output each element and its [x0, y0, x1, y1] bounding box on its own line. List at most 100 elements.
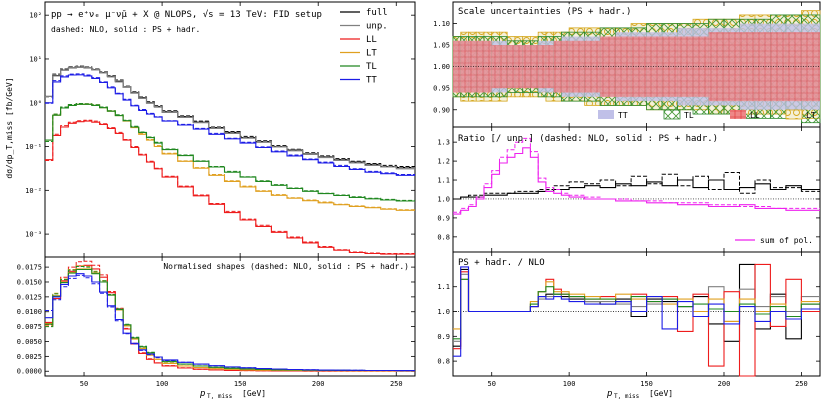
main-title: pp → e⁺νₑ μ⁻ν̄μ + X @ NLOPS, √s = 13 TeV… [51, 9, 322, 20]
band-LL-bin [677, 36, 694, 97]
band-LL-bin [754, 32, 771, 102]
ratio-title: Ratio [/ unp.] (dashed: NLO, solid : PS … [458, 134, 718, 144]
legend-label-LT: LT [806, 111, 816, 120]
main-y-axis-label: dσ/dp_T,miss [fb/GeV] [5, 77, 14, 178]
y-tick-label: 10⁰ [29, 99, 42, 107]
main-frame [44, 1, 416, 258]
main-series [45, 65, 415, 255]
y-tick-label: 10⁻¹ [25, 143, 42, 151]
band-LL-bin [468, 40, 477, 93]
y-tick-label: 0.0125 [17, 293, 42, 301]
band-LL-bin [739, 32, 755, 102]
shape-TT-ps [45, 273, 415, 372]
x-tick-label: 100 [156, 380, 169, 388]
legend-label-TL: TL [366, 62, 377, 72]
y-tick-label: 0.9 [437, 214, 450, 222]
scale-x-ticks [491, 2, 802, 127]
legend-label-sum: sum of pol. [760, 236, 813, 245]
y-tick-label: 10¹ [29, 55, 42, 63]
band-LL-bin [584, 40, 601, 93]
legend-swatch-TL [663, 109, 681, 120]
y-tick-label: 1.10 [433, 20, 450, 28]
y-tick-label: 10⁻³ [25, 231, 42, 239]
band-LL-bin [545, 45, 554, 89]
ratio-x-ticks [491, 127, 802, 252]
series-LL-nlo [45, 119, 415, 254]
y-tick-label: 1.1 [437, 177, 450, 185]
y-tick-label: 10⁻² [25, 187, 42, 195]
legend-label-TL: TL [684, 111, 694, 120]
legend-label-unp: unp. [366, 22, 388, 32]
scale-title: Scale uncertainties (PS + hadr.) [458, 7, 631, 17]
shapes-x-ticks: 50 100 150 200 250 [80, 257, 403, 388]
x-label-left-sub: T, miss [207, 393, 233, 400]
y-tick-label: 1.00 [433, 63, 450, 71]
ratio-sum-ps [453, 147, 820, 215]
main-legend: full unp. LL LT TL TT [340, 8, 388, 86]
psnlo-TT [453, 266, 820, 357]
shapes-title: Normalised shapes (dashed: NLO, solid : … [163, 262, 409, 271]
x-axis-label-left: p T, miss [GeV] [199, 389, 266, 400]
band-LL-bin [561, 40, 570, 93]
legend-swatch-TT [598, 110, 614, 119]
x-tick-label: 50 [80, 380, 88, 388]
series-TL-nlo [45, 103, 415, 201]
psnlo-full [453, 263, 820, 347]
band-LL-bin [569, 40, 585, 93]
psnlo-TL [453, 278, 820, 340]
x-tick-label: 200 [312, 380, 325, 388]
series-TL-ps [45, 103, 415, 202]
y-tick-label: 1.1 [437, 283, 450, 291]
band-LL-bin [600, 36, 616, 97]
legend-label-TT: TT [618, 111, 628, 120]
ratio-full-nlo [453, 172, 820, 200]
series-LL-ps [45, 120, 415, 255]
ratio-panel: 0.8 0.9 1.0 1.1 1.2 1.3 Ratio [/ unp.] (dashe… [437, 126, 821, 253]
shapes-frame [44, 256, 416, 377]
x-tick-label: 50 [487, 380, 495, 388]
y-tick-label: 1.3 [437, 139, 450, 147]
band-LL-bin [723, 32, 740, 102]
y-tick-label: 0.0025 [17, 353, 42, 361]
ratio-frame [452, 126, 821, 253]
x-axis-label-right: p T, miss [GeV] [606, 389, 673, 400]
band-LL-bin [453, 40, 461, 93]
y-tick-label: 0.95 [433, 85, 450, 93]
psnlo-LL [453, 263, 820, 377]
y-tick-label: 0.9 [437, 333, 450, 341]
y-tick-label: 10² [29, 12, 42, 20]
scale-title-bg [455, 4, 623, 17]
scale-uncertainty-panel: 0.90 0.95 1.00 1.05 1.10 Scale uncertainties… [433, 1, 821, 128]
band-LL-bin [646, 36, 663, 97]
y-tick-label: 0.0000 [17, 368, 42, 376]
legend-label-full: full [366, 8, 388, 18]
y-tick-label: 1.2 [437, 158, 450, 166]
legend-swatch-LT [785, 109, 803, 120]
ratio-legend: sum of pol. [735, 236, 813, 245]
x-tick-label: 250 [795, 380, 808, 388]
band-LL-bin [538, 45, 546, 89]
y-tick-label: 1.05 [433, 42, 450, 50]
ratio-series [453, 137, 820, 215]
y-tick-label: 0.0075 [17, 323, 42, 331]
scale-legend: TT TL LL LT [598, 109, 816, 120]
band-LL-bin [476, 40, 484, 93]
shape-LT-ps [45, 268, 415, 372]
scale-bands [452, 10, 821, 124]
series-full-nlo [45, 65, 415, 167]
ratio-sum-nlo [453, 137, 820, 213]
psnlo-x-ticks: 50 100 150 200 250 [487, 252, 808, 388]
band-LL-bin [460, 40, 469, 93]
x-label-left-unit: [GeV] [242, 389, 266, 398]
psnlo-series [453, 263, 820, 377]
band-LL-bin [522, 45, 531, 89]
y-tick-label: 0.0175 [17, 264, 42, 272]
y-tick-label: 0.8 [437, 358, 450, 366]
y-tick-label: 0.0050 [17, 338, 42, 346]
legend-label-LT: LT [366, 49, 377, 59]
band-LL-bin [483, 40, 492, 93]
ratio-full-ps [453, 179, 820, 200]
legend-label-LL: LL [750, 111, 760, 120]
band-LL-bin [530, 45, 539, 89]
